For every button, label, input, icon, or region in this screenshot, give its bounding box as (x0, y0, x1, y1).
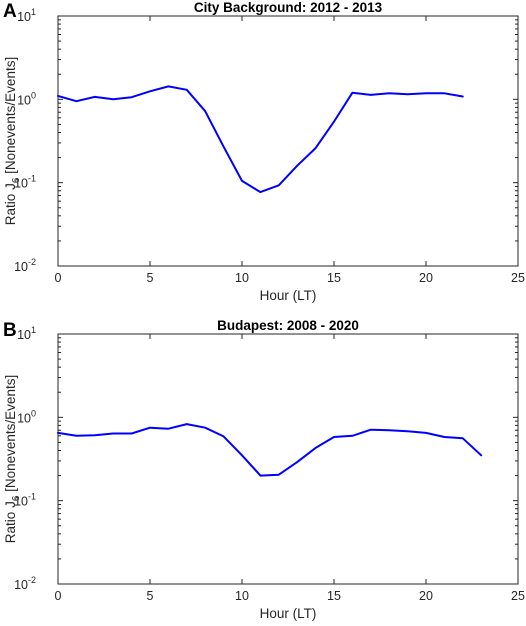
x-tick-label: 15 (327, 589, 341, 603)
data-point (370, 94, 372, 96)
data-point (259, 475, 261, 477)
data-point (296, 165, 298, 167)
data-point (443, 92, 445, 94)
data-point (425, 432, 427, 434)
chart-title: Budapest: 2008 - 2020 (217, 318, 359, 333)
data-point (278, 184, 280, 186)
data-point (167, 85, 169, 87)
data-point (94, 434, 96, 436)
data-point (351, 435, 353, 437)
data-point (296, 461, 298, 463)
data-point (351, 92, 353, 94)
data-point (204, 427, 206, 429)
data-point (480, 454, 482, 456)
data-point (112, 432, 114, 434)
panel-letter: A (3, 1, 17, 22)
x-tick-label: 0 (55, 589, 62, 603)
data-point (112, 98, 114, 100)
chart-panel-a: A City Background: 2012 - 2013 0 5 10 15 20 25 1… (3, 0, 525, 303)
y-axis-label: Ratio J6 [Nonevents/Events] (3, 57, 22, 225)
y-tick-label: 10-1 (14, 174, 36, 191)
data-point (186, 423, 188, 425)
data-point (57, 95, 59, 97)
data-point (370, 429, 372, 431)
chart-title: City Background: 2012 - 2013 (194, 0, 383, 15)
y-tick-label: 10-2 (14, 575, 36, 592)
data-point (241, 454, 243, 456)
plot-frame (57, 15, 519, 267)
y-tick-label: 10-2 (14, 257, 36, 274)
x-tick-label: 10 (235, 589, 249, 603)
data-point (94, 96, 96, 98)
y-axis-label: Ratio J6 [Nonevents/Events] (3, 375, 22, 543)
x-axis-label: Hour (LT) (260, 288, 317, 303)
data-point (425, 92, 427, 94)
data-point (407, 430, 409, 432)
y-tick-label: 101 (17, 7, 36, 24)
data-point (333, 121, 335, 123)
chart-panel-b: B Budapest: 2008 - 2020 0 5 10 15 20 25 10-2 10-1… (3, 318, 525, 621)
data-point (223, 146, 225, 148)
data-point (315, 447, 317, 449)
y-tick-label: 100 (17, 408, 36, 425)
x-axis-label: Hour (LT) (260, 606, 317, 621)
data-point (315, 147, 317, 149)
x-tick-label: 15 (327, 271, 341, 285)
data-point (259, 191, 261, 193)
y-tick-label: 100 (17, 90, 36, 107)
data-point (443, 436, 445, 438)
data-point (167, 428, 169, 430)
data-point (333, 436, 335, 438)
data-point (388, 92, 390, 94)
plot-frame (57, 333, 519, 585)
data-point (149, 90, 151, 92)
y-tick-label: 101 (17, 325, 36, 342)
data-point (186, 89, 188, 91)
x-tick-label: 5 (147, 271, 154, 285)
data-point (57, 432, 59, 434)
x-tick-label: 25 (511, 271, 525, 285)
data-point (131, 432, 133, 434)
x-tick-label: 5 (147, 589, 154, 603)
series-line (57, 85, 464, 194)
data-point (462, 96, 464, 98)
data-point (75, 100, 77, 102)
data-point (223, 435, 225, 437)
panel-letter: B (3, 320, 17, 341)
data-point (407, 93, 409, 95)
x-tick-label: 20 (419, 271, 433, 285)
data-point (149, 427, 151, 429)
x-tick-label: 10 (235, 271, 249, 285)
data-point (75, 435, 77, 437)
x-tick-label: 20 (419, 589, 433, 603)
data-point (388, 429, 390, 431)
data-point (241, 180, 243, 182)
data-point (278, 474, 280, 476)
y-tick-label: 10-1 (14, 492, 36, 509)
data-point (131, 96, 133, 98)
x-tick-label: 0 (55, 271, 62, 285)
x-tick-label: 25 (511, 589, 525, 603)
data-point (204, 110, 206, 112)
series-line (57, 423, 483, 477)
data-point (462, 437, 464, 439)
